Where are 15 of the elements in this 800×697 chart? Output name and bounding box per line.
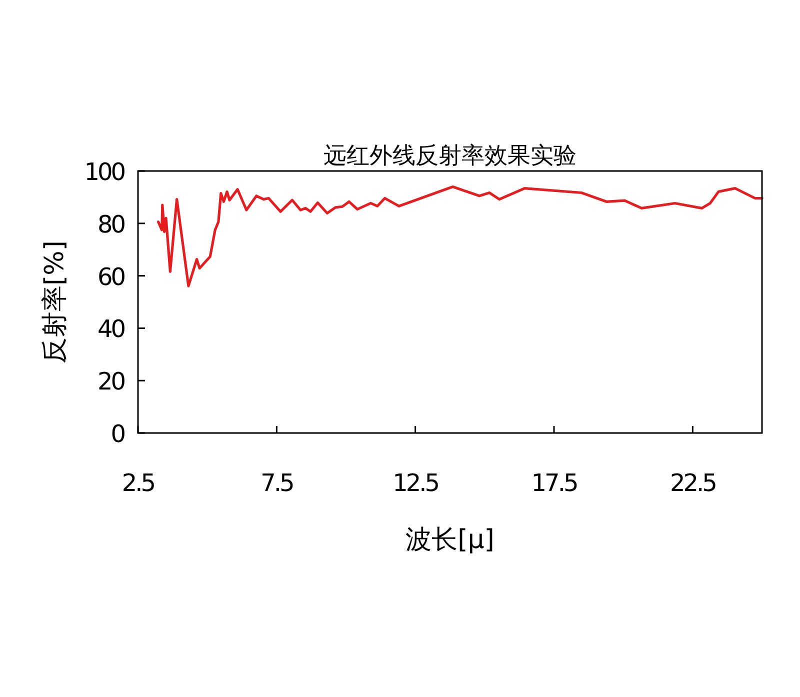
y-axis-title: 反射率[%] (40, 240, 70, 364)
y-tick-label: 60 (97, 262, 125, 291)
x-tick-label: 12.5 (392, 469, 439, 497)
x-tick-label: 2.5 (122, 469, 155, 497)
chart-title: 远红外线反射率效果实验 (324, 143, 576, 169)
x-axis-title: 波长[μ] (406, 525, 494, 555)
x-tick-label: 22.5 (670, 469, 716, 497)
x-tick-label: 7.5 (260, 469, 294, 497)
x-tick-label: 17.5 (531, 469, 578, 497)
y-tick-label: 100 (84, 158, 125, 186)
line-series (156, 185, 764, 288)
y-tick-label: 80 (97, 210, 125, 238)
y-tick-label: 40 (97, 315, 125, 344)
y-tick-label: 20 (97, 368, 125, 396)
y-tick-label: 0 (110, 420, 125, 448)
